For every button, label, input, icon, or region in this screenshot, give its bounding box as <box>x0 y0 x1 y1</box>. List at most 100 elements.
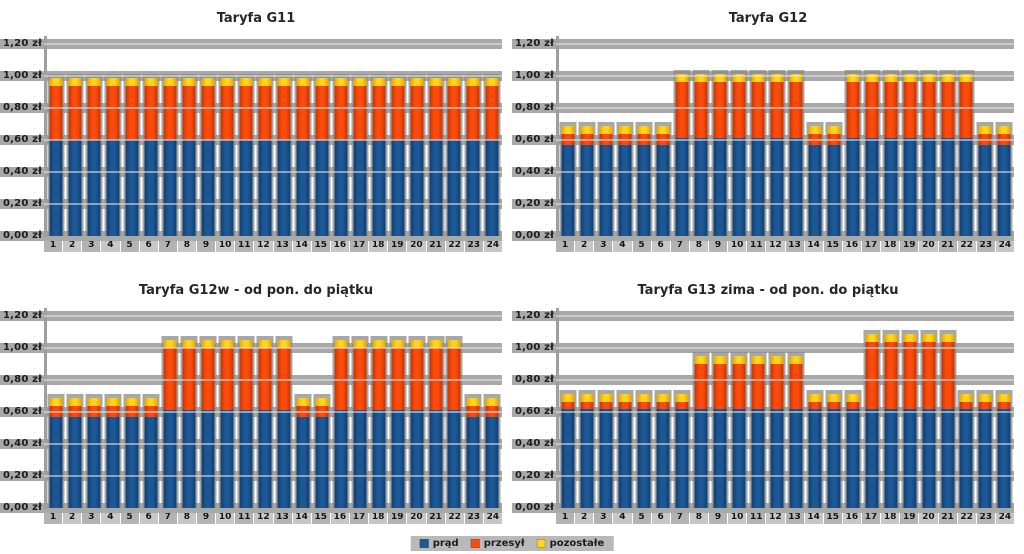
bar-segment-pozostałe <box>220 340 234 348</box>
bar-segment-pozostałe <box>466 77 480 86</box>
bar-segment-przesył <box>410 85 424 140</box>
y-tick-label: 1,00 zł <box>515 342 555 353</box>
bar-hour-5 <box>123 36 142 236</box>
bar-segment-pozostałe <box>163 77 177 86</box>
bar-segment-prąd <box>163 140 177 236</box>
bar-segment-pozostałe <box>334 340 348 348</box>
legend-label-przesyl: przesył <box>483 538 525 549</box>
bar-hour-7 <box>673 308 692 508</box>
bar-segment-pozostałe <box>239 340 253 348</box>
bar-segment-pozostałe <box>884 333 898 342</box>
bar-segment-pozostałe <box>941 74 955 83</box>
x-tick-label-23: 23 <box>464 238 483 252</box>
bar-hour-12 <box>255 36 274 236</box>
bar-segment-przesył <box>87 85 101 140</box>
bar-segment-przesył <box>429 85 443 140</box>
bar-hour-17 <box>862 36 881 236</box>
bar-hour-4 <box>104 308 123 508</box>
x-tick-label-21: 21 <box>938 238 957 252</box>
gridline-overlay <box>556 347 1014 349</box>
bar-segment-pozostałe <box>903 74 917 83</box>
x-tick-label-21: 21 <box>426 238 445 252</box>
legend-label-prad: prąd <box>432 538 459 549</box>
x-tick-label-20: 20 <box>407 510 426 524</box>
bar-segment-pozostałe <box>732 74 746 83</box>
bar-segment-przesył <box>353 85 367 140</box>
bar-hour-15 <box>312 308 331 508</box>
x-tick-label-22: 22 <box>957 510 976 524</box>
bar-hour-3 <box>597 36 616 236</box>
bar-segment-przesył <box>125 85 139 140</box>
bar-segment-przesył <box>732 82 746 139</box>
bar-segment-prąd <box>941 138 955 236</box>
bar-hour-21 <box>426 36 445 236</box>
gridline-overlay <box>556 411 1014 413</box>
x-tick-label-23: 23 <box>464 510 483 524</box>
x-tick-label-14: 14 <box>292 510 311 524</box>
bars-container <box>559 308 1014 508</box>
y-tick-label: 0,40 zł <box>3 438 43 449</box>
bar-segment-przesył <box>770 364 784 409</box>
bar-hour-19 <box>900 36 919 236</box>
x-tick-label-3: 3 <box>82 510 101 524</box>
x-tick-label-15: 15 <box>823 238 842 252</box>
x-tick-label-16: 16 <box>330 510 349 524</box>
bar-segment-pozostałe <box>410 77 424 86</box>
bar-segment-prąd <box>865 408 879 508</box>
bar-hour-23 <box>976 36 995 236</box>
y-tick-label: 0,20 zł <box>515 198 555 209</box>
bar-segment-prąd <box>865 138 879 236</box>
bar-segment-prąd <box>372 410 386 508</box>
bar-segment-przesył <box>106 85 120 140</box>
gridline-overlay <box>44 203 502 205</box>
bar-segment-przesył <box>846 82 860 139</box>
bar-segment-pozostałe <box>694 356 708 364</box>
legend-item-prad: prąd <box>419 538 459 549</box>
x-tick-label-20: 20 <box>919 238 938 252</box>
y-tick-label: 0,20 zł <box>515 470 555 481</box>
bar-segment-pozostałe <box>694 74 708 83</box>
bar-segment-prąd <box>429 410 443 508</box>
bar-segment-pozostałe <box>353 340 367 348</box>
bar-segment-pozostałe <box>922 74 936 83</box>
bar-segment-przesył <box>884 82 898 139</box>
bar-segment-przesył <box>239 85 253 140</box>
x-tick-label-5: 5 <box>632 238 651 252</box>
y-tick-label: 0,60 zł <box>515 406 555 417</box>
bar-segment-przesył <box>201 85 215 140</box>
x-tick-label-10: 10 <box>728 510 747 524</box>
y-tick-label: 0,00 zł <box>515 502 555 513</box>
bar-hour-22 <box>445 36 464 236</box>
bar-segment-prąd <box>751 408 765 508</box>
legend-swatch-pozostale <box>536 539 546 548</box>
bar-segment-prąd <box>694 138 708 236</box>
bar-hour-9 <box>199 308 218 508</box>
bar-segment-prąd <box>144 140 158 236</box>
bar-segment-pozostałe <box>580 394 594 403</box>
bar-segment-przesył <box>713 364 727 409</box>
bar-segment-prąd <box>903 138 917 236</box>
bar-segment-przesył <box>580 402 594 409</box>
bar-hour-17 <box>862 308 881 508</box>
legend-item-przesyl: przesył <box>470 538 525 549</box>
x-tick-label-4: 4 <box>101 238 120 252</box>
bar-segment-prąd <box>770 408 784 508</box>
y-tick-label: 0,80 zł <box>515 102 555 113</box>
legend-swatch-prad <box>419 539 429 548</box>
x-tick-label-18: 18 <box>881 510 900 524</box>
bar-segment-prąd <box>580 144 594 236</box>
bar-hour-14 <box>293 36 312 236</box>
bar-segment-przesył <box>163 85 177 140</box>
chart-title-g12w: Taryfa G12w - od pon. do piątku <box>138 283 374 298</box>
bar-segment-przesył <box>770 82 784 139</box>
x-tick-label-17: 17 <box>350 510 369 524</box>
bar-segment-pozostałe <box>959 394 973 403</box>
y-axis-line <box>556 36 559 237</box>
x-tick-label-22: 22 <box>445 510 464 524</box>
gridline-band: 0,00 zł <box>0 230 502 241</box>
bar-segment-prąd <box>239 410 253 508</box>
bar-segment-pozostałe <box>561 125 575 134</box>
bar-segment-prąd <box>675 138 689 236</box>
gridline-overlay <box>556 475 1014 477</box>
bar-hour-7 <box>161 308 180 508</box>
